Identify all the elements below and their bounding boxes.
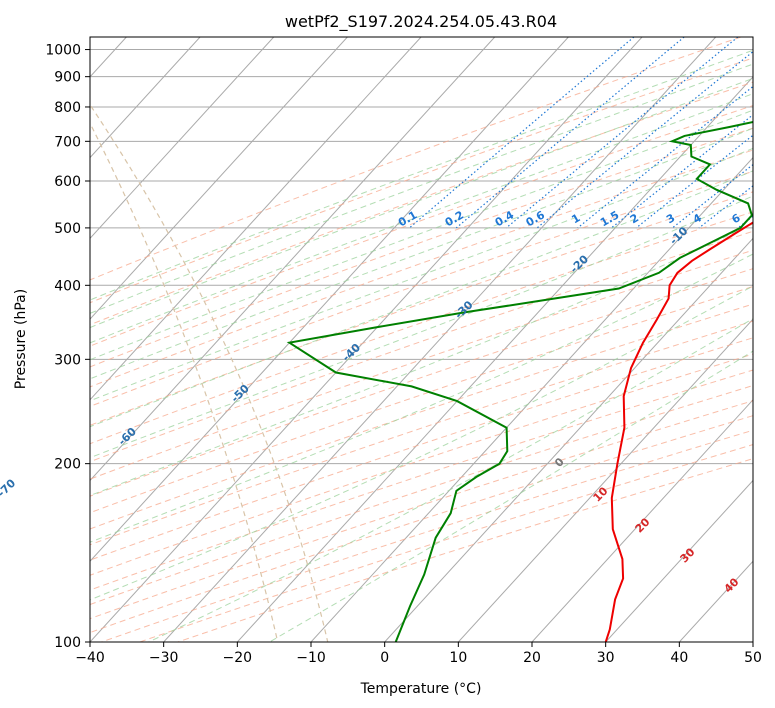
y-axis-label: Pressure (hPa) [13, 289, 29, 389]
moist-adiabat-line [90, 63, 753, 314]
dry-adiabat-line [90, 303, 753, 530]
moist-adiabat-line [148, 318, 753, 642]
moist-adiabat-line [90, 93, 753, 344]
dry-adiabat-line [90, 211, 753, 445]
isotherm-label: -70 [0, 476, 18, 499]
isotherm-line [90, 37, 275, 240]
isotherm-line [236, 76, 753, 642]
mixing-ratio-line [611, 113, 753, 229]
moist-adiabat-line [90, 109, 753, 361]
dry-adiabat-line [90, 369, 753, 591]
chart-title: wetPf2_S197.2024.254.05.43.R04 [285, 12, 557, 32]
temperature-line [604, 221, 753, 642]
dry-adiabat-line [90, 353, 753, 576]
dry-adiabat-line [90, 268, 753, 497]
plot-frame [89, 36, 754, 643]
y-tick-label: 400 [54, 278, 81, 294]
isotherm-line [90, 37, 496, 482]
axis-ticks: −40 −30 −20 −10 0 10 20 30 40 50 1000 900 800 700 600 5… [45, 43, 762, 666]
isotherm-line [90, 37, 201, 159]
y-tick-label: 200 [54, 457, 81, 473]
y-tick-label: 500 [54, 221, 81, 237]
y-tick-label: 600 [54, 174, 81, 190]
isotherm-line [752, 641, 753, 642]
mixing-ratio-line [577, 85, 753, 229]
mixing-ratio-line [766, 37, 775, 228]
x-tick-label: 10 [449, 650, 467, 666]
x-tick-label: 0 [380, 650, 389, 666]
dry-adiabat-line [90, 127, 753, 368]
x-tick-label: −10 [296, 650, 326, 666]
x-tick-label: −30 [149, 650, 179, 666]
dewpoint-line [286, 120, 753, 642]
isotherm-line [90, 37, 348, 320]
isotherm-line [457, 318, 753, 642]
dry-adiabat-line [90, 57, 753, 304]
mixing-ratio-line [536, 50, 753, 229]
mixing-ratio-line [409, 37, 635, 229]
plot-background [90, 37, 753, 642]
y-tick-label: 900 [54, 70, 81, 86]
isotherm-line [90, 37, 569, 563]
dry-adiabat-line [90, 170, 753, 407]
y-tick-label: 1000 [45, 43, 81, 59]
moist-adiabat-line [269, 350, 753, 642]
x-tick-label: −40 [75, 650, 105, 666]
moist-adiabat-line [90, 170, 753, 428]
isotherm-line [384, 237, 753, 642]
y-tick-label: 300 [54, 352, 81, 368]
moist-adiabat-line [90, 147, 753, 402]
dry-adiabat-line [90, 249, 753, 480]
dry-adiabat-line [90, 320, 753, 546]
x-tick-label: 40 [670, 650, 688, 666]
y-tick-label: 100 [54, 635, 81, 651]
dry-adiabat-line [90, 149, 753, 388]
x-tick-label: 50 [744, 650, 762, 666]
saturation-arc [90, 103, 329, 642]
moist-adiabat-line [90, 49, 753, 301]
isotherm-line [90, 37, 422, 401]
isotherm-line [531, 399, 753, 642]
x-tick-label: 20 [523, 650, 541, 666]
mixing-ratio-line [455, 37, 685, 229]
mixing-ratio-line [505, 37, 739, 229]
mixing-ratio-line [672, 163, 753, 229]
y-tick-label: 700 [54, 134, 81, 150]
dry-adiabat-line [90, 37, 742, 281]
x-tick-label: 30 [597, 650, 615, 666]
moist-adiabat-line [90, 195, 753, 459]
profile-lines [286, 120, 753, 642]
isotherm-line [605, 479, 753, 642]
saturation-arc [90, 121, 279, 642]
x-tick-label: −20 [223, 650, 253, 666]
y-tick-label: 800 [54, 100, 81, 116]
x-axis-label: Temperature (°C) [360, 681, 482, 697]
isotherm-line [163, 37, 717, 642]
